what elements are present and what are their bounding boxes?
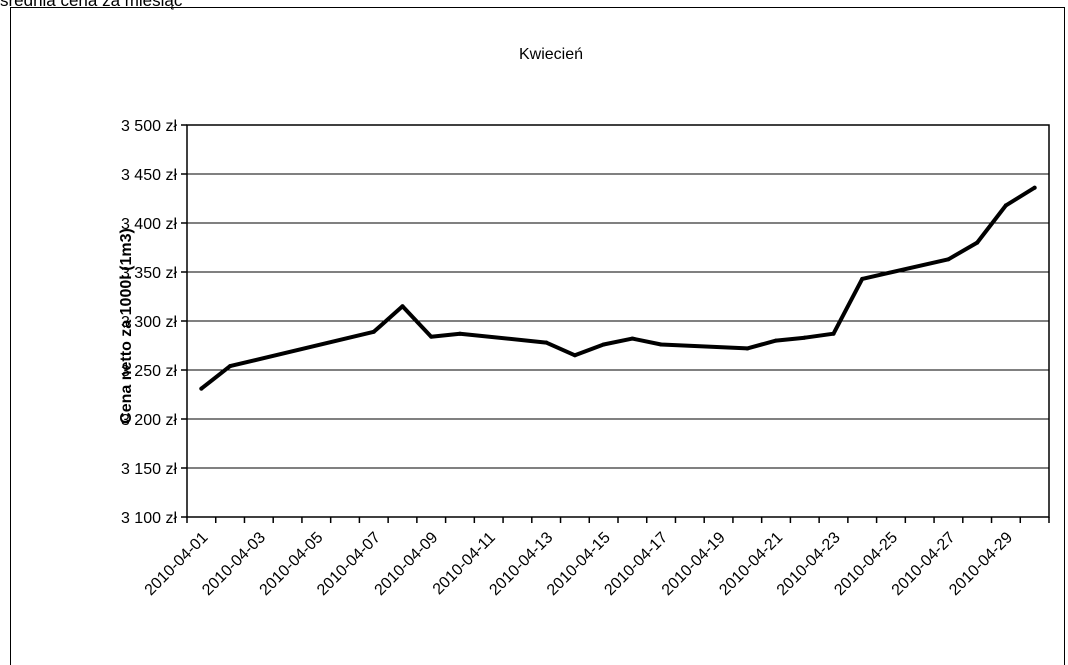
page-heading: średnia cena za miesiąc xyxy=(0,0,183,10)
y-tick-label: 3 150 zł xyxy=(121,461,177,478)
y-tick-label: 3 200 zł xyxy=(121,412,177,429)
chart-title: Kwiecień xyxy=(519,46,583,63)
data-point xyxy=(975,240,980,245)
data-point xyxy=(745,346,750,351)
data-point xyxy=(860,276,865,281)
gridlines xyxy=(187,173,1049,469)
data-point xyxy=(457,331,462,336)
y-tick-label: 3 400 zł xyxy=(121,216,177,233)
data-point xyxy=(601,342,606,347)
data-point xyxy=(429,334,434,339)
y-tick-label: 3 450 zł xyxy=(121,167,177,184)
data-point xyxy=(228,364,233,369)
data-point xyxy=(802,335,807,340)
data-point xyxy=(946,257,951,262)
y-axis: 3 100 zł 3 150 zł 3 200 zł 3 250 zł 3 300 zł… xyxy=(121,118,187,527)
data-point xyxy=(1003,203,1008,208)
data-point xyxy=(774,338,779,343)
y-tick-label: 3 350 zł xyxy=(121,265,177,282)
y-tick-label: 3 500 zł xyxy=(121,118,177,135)
x-axis: 2010-04-012010-04-032010-04-052010-04-07… xyxy=(142,517,1050,599)
data-point xyxy=(371,329,376,334)
series-line-0 xyxy=(199,185,1037,391)
data-point xyxy=(630,336,635,341)
data-point xyxy=(199,386,204,391)
line-chart: Kwiecień Cena netto za 1000l (1m3) 3 100… xyxy=(118,46,1050,599)
y-tick-label: 3 100 zł xyxy=(121,510,177,527)
data-point xyxy=(831,331,836,336)
data-point xyxy=(400,304,405,309)
chart-frame: Kwiecień Cena netto za 1000l (1m3) 3 100… xyxy=(10,7,1065,665)
data-point xyxy=(544,340,549,345)
data-point xyxy=(1032,185,1037,190)
y-tick-label: 3 250 zł xyxy=(121,363,177,380)
data-point xyxy=(659,342,664,347)
data-point xyxy=(572,353,577,358)
y-tick-label: 3 300 zł xyxy=(121,314,177,331)
series-layer xyxy=(199,185,1037,391)
y-axis-label: Cena netto za 1000l (1m3) xyxy=(118,228,135,424)
